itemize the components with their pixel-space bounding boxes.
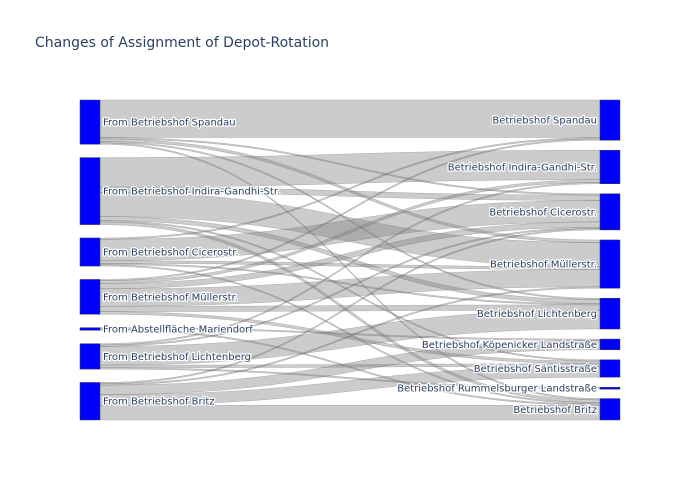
- source-node[interactable]: [79, 237, 101, 267]
- source-node-label: From Betriebshof Lichtenberg: [103, 352, 251, 363]
- target-node-label: Betriebshof Rummelsburger Landstraße: [397, 383, 597, 394]
- target-node-label: Betriebshof Cicerostr.: [489, 207, 597, 218]
- target-node-label: Betriebshof Indira-Gandhi-Str.: [448, 162, 597, 173]
- target-node[interactable]: [599, 193, 621, 231]
- target-node[interactable]: [599, 386, 621, 390]
- source-node[interactable]: [79, 343, 101, 370]
- target-node-label: Betriebshof Köpenicker Landstraße: [422, 340, 597, 351]
- target-node-label: Betriebshof Britz: [513, 405, 597, 416]
- target-node[interactable]: [599, 239, 621, 289]
- target-node[interactable]: [599, 149, 621, 184]
- source-node-label: From Abstellfläche Mariendorf: [103, 324, 253, 335]
- target-node-label: Betriebshof Lichtenberg: [477, 309, 597, 320]
- target-node[interactable]: [599, 398, 621, 421]
- source-node[interactable]: [79, 279, 101, 315]
- sankey-nodes: [79, 99, 621, 421]
- target-node[interactable]: [599, 297, 621, 330]
- target-node[interactable]: [599, 359, 621, 378]
- source-node[interactable]: [79, 327, 101, 331]
- source-node-label: From Betriebshof Indira-Gandhi-Str.: [103, 187, 280, 198]
- source-node-label: From Betriebshof Spandau: [103, 118, 236, 129]
- source-node[interactable]: [79, 382, 101, 421]
- source-node[interactable]: [79, 157, 101, 225]
- target-node[interactable]: [599, 338, 621, 351]
- target-node-label: Betriebshof Müllerstr.: [490, 260, 597, 271]
- source-node-label: From Betriebshof Cicerostr.: [103, 248, 239, 259]
- sankey-links: [99, 99, 601, 421]
- source-node-label: From Betriebshof Britz: [103, 397, 215, 408]
- sankey-labels: From Betriebshof Spandau From Betriebshof…: [102, 114, 599, 417]
- source-node[interactable]: [79, 99, 101, 145]
- chart-title: Changes of Assignment of Depot-Rotation: [35, 35, 330, 51]
- target-node-label: Betriebshof Spandau: [492, 116, 597, 127]
- target-node[interactable]: [599, 99, 621, 141]
- source-node-label: From Betriebshof Müllerstr.: [103, 292, 238, 303]
- target-node-label: Betriebshof Säntisstraße: [474, 364, 597, 375]
